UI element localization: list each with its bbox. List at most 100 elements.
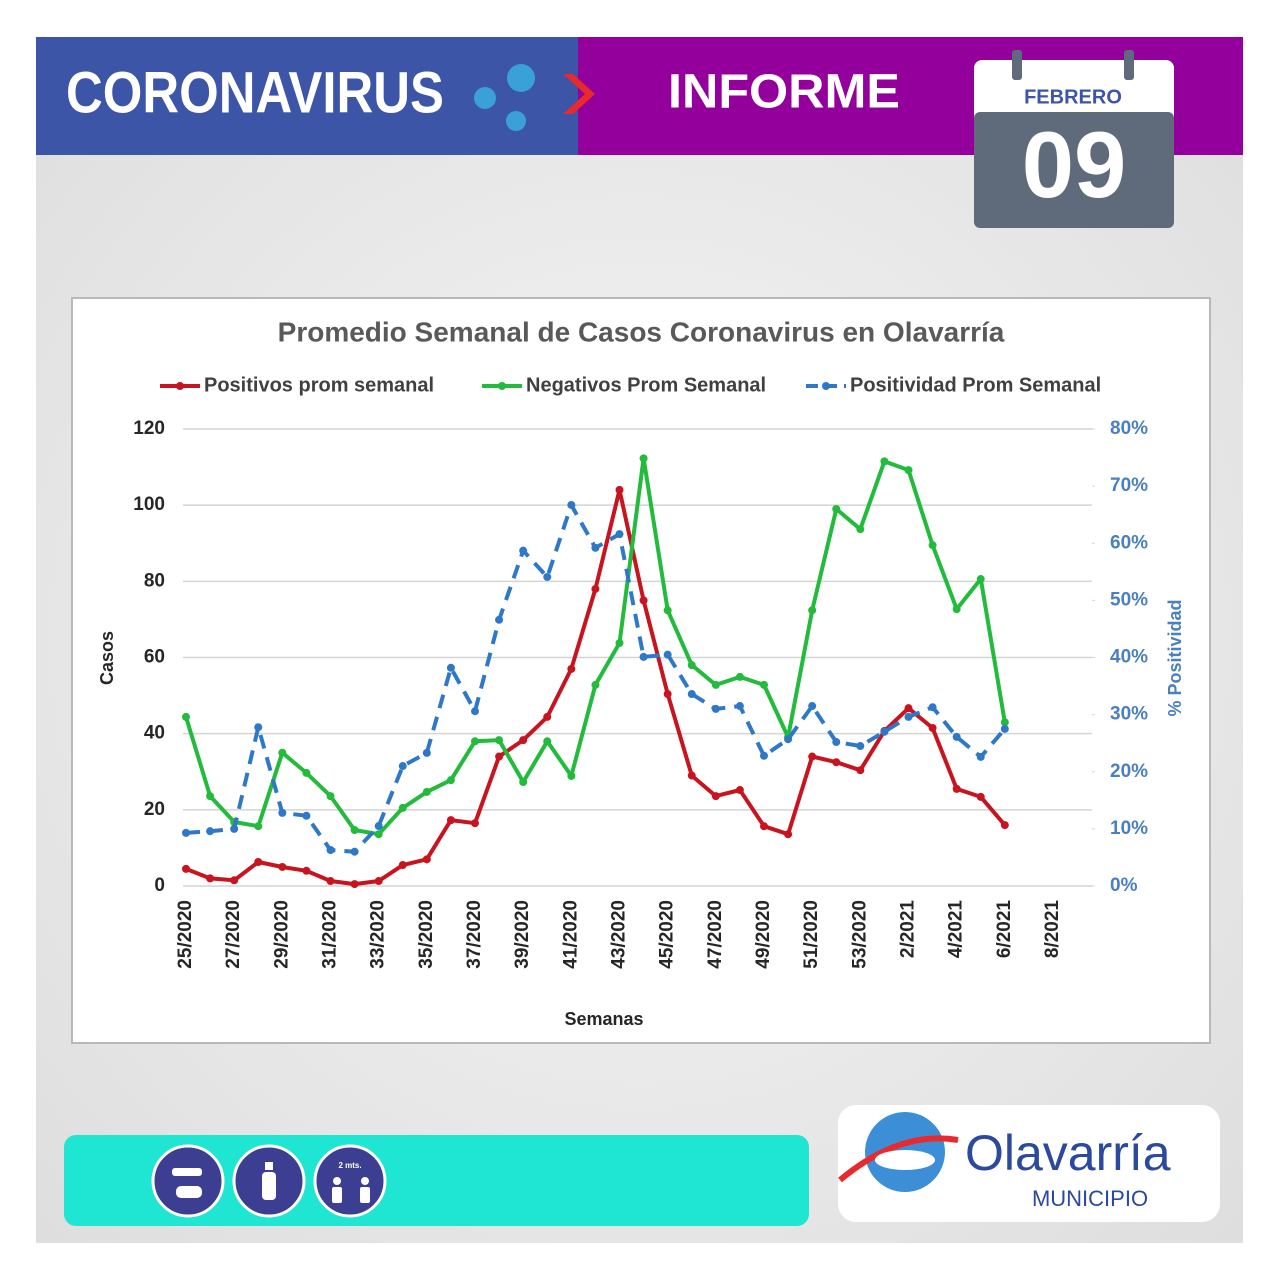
y2-tick-label: 30% xyxy=(1110,704,1148,725)
data-point xyxy=(735,786,744,795)
data-point xyxy=(832,738,841,747)
virus-icons xyxy=(474,64,535,131)
data-point xyxy=(206,792,215,801)
data-point xyxy=(471,707,479,716)
logo-mark xyxy=(838,1112,959,1192)
data-point xyxy=(904,712,913,721)
data-point xyxy=(928,723,937,732)
logo-subtext: MUNICIPIO xyxy=(1032,1186,1148,1211)
x-tick-label: 47/2020 xyxy=(705,900,726,969)
data-point xyxy=(326,877,335,886)
data-point xyxy=(519,546,528,555)
data-point xyxy=(278,748,287,757)
data-point xyxy=(856,742,865,751)
data-point xyxy=(543,572,552,581)
distance-label: 2 mts. xyxy=(338,1161,361,1170)
y2-axis-title: % Positividad xyxy=(1165,599,1185,716)
data-point xyxy=(302,866,311,875)
data-point xyxy=(422,787,431,796)
data-point xyxy=(519,736,528,745)
legend-label: Negativos Prom Semanal xyxy=(526,374,766,396)
y-tick-label: 120 xyxy=(133,418,165,439)
data-point xyxy=(615,485,624,494)
x-tick-label: 39/2020 xyxy=(512,900,533,969)
data-point xyxy=(784,735,793,744)
x-tick-label: 25/2020 xyxy=(175,900,196,969)
x-tick-label: 49/2020 xyxy=(753,900,774,969)
data-point xyxy=(495,752,504,761)
calendar-day: 09 xyxy=(1022,112,1127,217)
y-tick-label: 20 xyxy=(144,799,165,820)
data-point xyxy=(495,615,504,624)
data-point xyxy=(808,606,817,615)
y-tick-label: 100 xyxy=(133,494,165,515)
data-point xyxy=(567,500,576,509)
data-point xyxy=(374,830,383,839)
chart-title: Promedio Semanal de Casos Coronavirus en… xyxy=(278,316,1005,347)
header-title: CORONAVIRUS xyxy=(66,60,444,125)
data-point xyxy=(832,758,841,767)
data-point xyxy=(808,702,817,711)
data-point xyxy=(398,803,407,812)
data-point xyxy=(687,690,696,699)
data-point xyxy=(952,605,961,614)
data-point xyxy=(760,680,768,689)
data-point xyxy=(1000,724,1009,733)
data-point xyxy=(880,457,889,466)
data-point xyxy=(471,737,479,746)
x-tick-label: 33/2020 xyxy=(368,900,389,969)
data-point xyxy=(832,504,841,513)
x-tick-label: 51/2020 xyxy=(801,900,822,969)
data-point xyxy=(952,732,961,741)
data-point xyxy=(182,712,190,721)
data-point xyxy=(735,672,744,681)
data-point xyxy=(687,661,696,670)
data-point xyxy=(326,846,335,855)
data-point xyxy=(350,880,359,889)
data-point xyxy=(591,584,600,593)
y2-tick-label: 40% xyxy=(1110,647,1148,668)
data-point xyxy=(615,530,624,539)
data-point xyxy=(1000,718,1009,727)
data-point xyxy=(543,737,552,746)
data-point xyxy=(904,704,913,713)
legend-label: Positivos prom semanal xyxy=(204,374,434,396)
data-point xyxy=(591,680,600,689)
x-tick-label: 6/2021 xyxy=(994,900,1015,959)
chevron xyxy=(563,74,595,114)
header-subtitle: INFORME xyxy=(668,66,900,119)
data-point xyxy=(856,766,865,775)
data-point xyxy=(711,680,720,689)
data-point xyxy=(880,727,889,736)
data-point xyxy=(760,822,768,831)
data-point xyxy=(471,819,479,828)
x-tick-label: 8/2021 xyxy=(1042,900,1063,959)
icon-figures xyxy=(172,1162,370,1203)
chart-frame xyxy=(71,297,1211,1044)
data-point xyxy=(182,828,190,837)
data-point xyxy=(182,864,190,873)
legend-label: Positividad Prom Semanal xyxy=(850,374,1101,396)
data-point xyxy=(543,712,552,721)
data-point xyxy=(495,736,504,745)
data-point xyxy=(711,704,720,713)
data-point xyxy=(206,827,215,836)
data-point xyxy=(206,874,215,883)
data-point xyxy=(976,792,985,801)
data-point xyxy=(567,664,576,673)
x-tick-label: 35/2020 xyxy=(416,900,437,969)
x-tick-label: 43/2020 xyxy=(609,900,630,969)
data-point xyxy=(254,822,263,831)
calendar xyxy=(974,50,1174,228)
y2-tick-label: 50% xyxy=(1110,589,1148,610)
data-point xyxy=(278,808,287,817)
data-point xyxy=(398,861,407,870)
data-point xyxy=(519,778,528,787)
data-point xyxy=(904,466,913,475)
x-tick-label: 45/2020 xyxy=(657,900,678,969)
x-tick-label: 29/2020 xyxy=(271,900,292,969)
x-tick-label: 37/2020 xyxy=(464,900,485,969)
data-point xyxy=(760,751,768,760)
